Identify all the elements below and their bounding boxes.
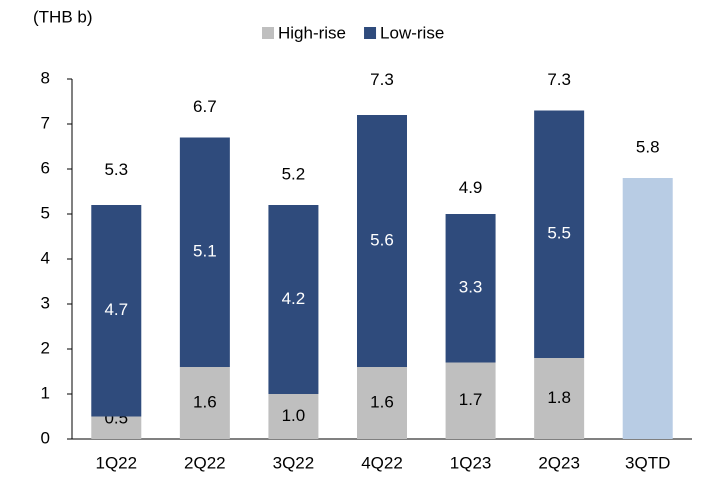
data-label: 5.1 (193, 242, 217, 261)
data-label: 1.7 (459, 390, 483, 409)
bar-segment (357, 115, 407, 367)
bar-segment (179, 367, 230, 439)
y-tick-label: 0 (41, 428, 50, 447)
y-tick-label: 7 (41, 113, 50, 132)
x-tick-label: 2Q23 (538, 453, 580, 472)
legend-label: Low-rise (380, 23, 444, 42)
bar-segment (268, 205, 319, 394)
data-label: 1.6 (370, 392, 394, 411)
total-label: 4.9 (459, 178, 483, 197)
x-tick-label: 1Q22 (95, 453, 137, 472)
bar-segment (445, 362, 496, 439)
data-label: 5.6 (370, 230, 394, 249)
data-label: 1.0 (282, 406, 306, 425)
bar-segment (357, 367, 407, 439)
data-label: 4.2 (282, 289, 306, 308)
data-label: 3.3 (459, 278, 483, 297)
bar-segment (445, 214, 496, 363)
total-label: 7.3 (547, 70, 571, 89)
total-label: 7.3 (370, 70, 394, 89)
bar-segment (268, 394, 319, 439)
y-tick-label: 4 (41, 248, 50, 267)
legend-swatch (364, 27, 377, 39)
x-tick-label: 3QTD (625, 453, 670, 472)
y-tick-label: 2 (41, 338, 50, 357)
data-label: 1.6 (193, 392, 217, 411)
y-tick-label: 3 (41, 293, 50, 312)
total-label: 5.8 (636, 137, 660, 156)
total-label: 5.2 (282, 164, 306, 183)
legend-swatch (262, 27, 274, 39)
bar-segment (534, 110, 585, 358)
total-label: 6.7 (193, 97, 217, 116)
unit-label: (THB b) (33, 7, 93, 26)
total-label: 5.3 (104, 160, 128, 179)
y-tick-label: 6 (41, 158, 50, 177)
legend-label: High-rise (278, 23, 346, 42)
x-tick-label: 4Q22 (361, 453, 403, 472)
y-tick-label: 1 (41, 383, 50, 402)
bar-segment (91, 416, 142, 439)
data-label: 1.8 (547, 388, 571, 407)
data-label: 5.5 (547, 224, 571, 243)
x-tick-label: 1Q23 (450, 453, 492, 472)
bar-segment (179, 137, 230, 367)
x-tick-label: 2Q22 (184, 453, 226, 472)
y-tick-label: 8 (41, 68, 50, 87)
bar-segment (91, 205, 142, 417)
data-label: 4.7 (104, 300, 128, 319)
bar-segment (534, 358, 585, 439)
y-tick-label: 5 (41, 203, 50, 222)
bar (622, 178, 673, 439)
x-tick-label: 3Q22 (273, 453, 315, 472)
